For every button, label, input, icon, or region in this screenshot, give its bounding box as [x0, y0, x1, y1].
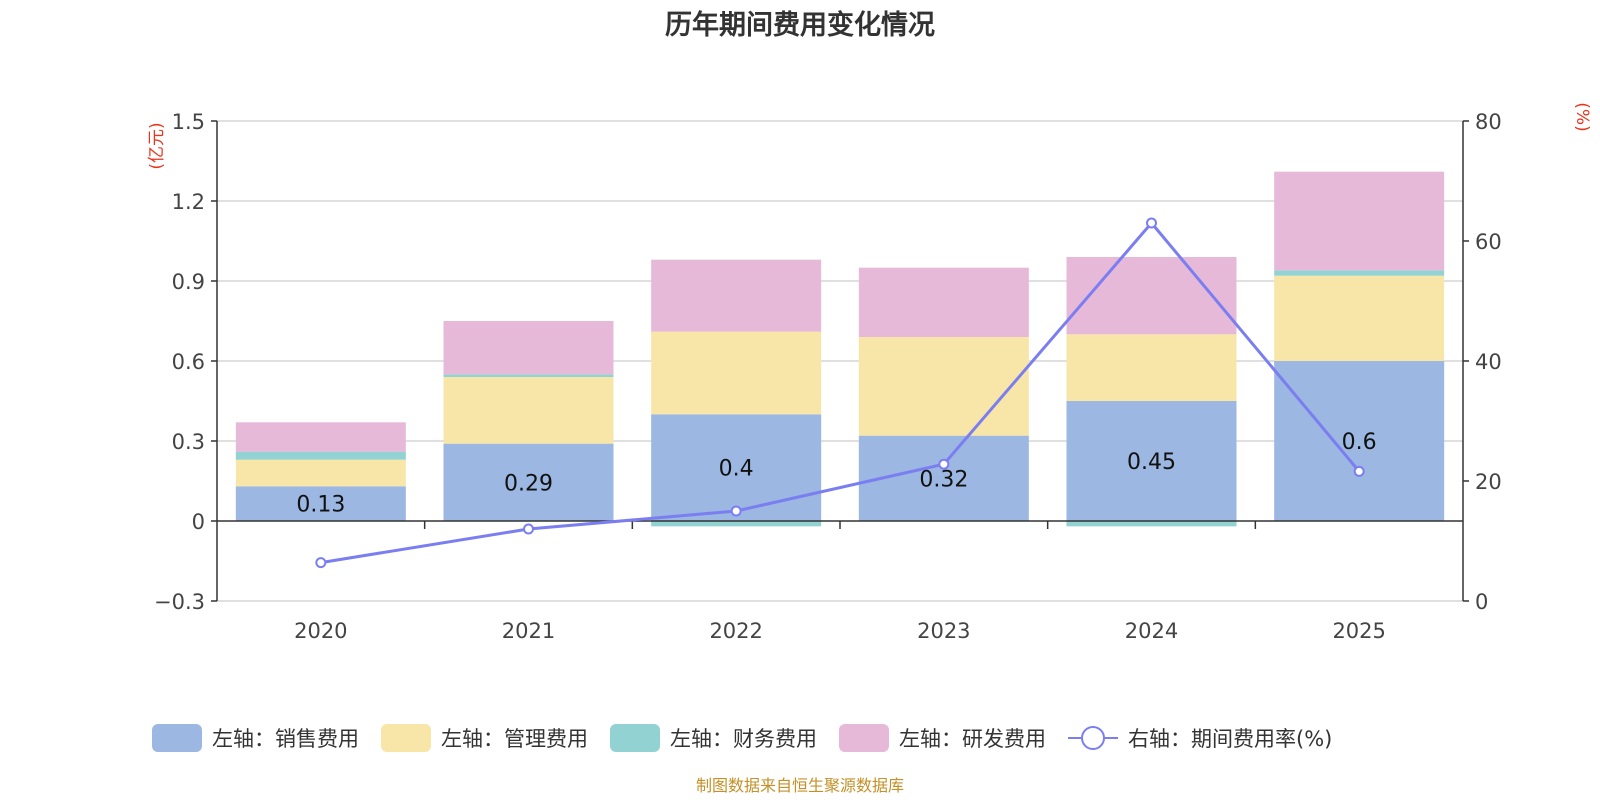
bar-2023-s1 — [858, 337, 1029, 436]
x-tick-label-2025: 2025 — [1332, 619, 1385, 643]
line-series — [315, 217, 1365, 569]
bar-2024-s2 — [1066, 521, 1237, 527]
legend: 左轴：销售费用 左轴：管理费用 左轴：财务费用 左轴：研发费用 右轴：期间费用率(%) — [152, 724, 1332, 752]
x-tick-label-2021: 2021 — [502, 619, 555, 643]
rate-point-2024 — [1146, 217, 1157, 229]
legend-swatch-3 — [839, 724, 889, 752]
rate-point-2023 — [938, 458, 950, 470]
legend-label-0: 左轴：销售费用 — [212, 727, 359, 751]
legend-swatch-0 — [152, 724, 202, 752]
left-tick-label: 1.2 — [172, 190, 205, 214]
gridlines — [217, 120, 1463, 602]
rate-point-2021 — [523, 523, 534, 535]
left-axis-unit: (亿元) — [147, 122, 167, 169]
bar-2021-s0 — [443, 443, 614, 521]
bar-series — [235, 171, 1445, 527]
bar-2024-s1 — [1066, 334, 1237, 401]
bar-2020-s0 — [235, 486, 406, 521]
bar-2022-s3 — [651, 259, 822, 332]
bar-value-label-2024: 0.45 — [1127, 450, 1176, 475]
x-tick-label-2023: 2023 — [917, 619, 970, 643]
x-axis: 2020 2021 2022 2023 2024 2025 — [217, 520, 1463, 643]
bar-2024-s0 — [1066, 401, 1237, 521]
bar-2020-s2 — [235, 451, 406, 460]
right-tick-label: 80 — [1475, 110, 1502, 134]
legend-label-2: 左轴：财务费用 — [670, 727, 817, 751]
bar-2025-s1 — [1274, 275, 1445, 361]
bar-value-label-2023: 0.32 — [919, 467, 968, 492]
right-tick-label: 40 — [1475, 350, 1502, 374]
bar-2022-s1 — [651, 331, 822, 415]
rate-line — [320, 220, 1361, 565]
legend-swatch-2 — [610, 724, 660, 752]
right-axis: 0 20 40 60 80 — [1462, 110, 1502, 614]
bar-value-label-2025: 0.6 — [1342, 430, 1377, 455]
bar-2022-s0 — [651, 414, 822, 521]
bar-2023-s3 — [858, 267, 1029, 337]
bar-value-label-2022: 0.4 — [719, 457, 754, 482]
left-tick-label: 1.5 — [172, 110, 205, 134]
bar-2025-s3 — [1274, 171, 1445, 271]
legend-marker-4 — [1081, 726, 1105, 750]
bar-2025-s2 — [1274, 270, 1445, 276]
bar-2021-s3 — [443, 321, 614, 375]
left-tick-label: 0.9 — [172, 270, 205, 294]
right-axis-unit: (%) — [1572, 102, 1592, 131]
right-tick-label: 20 — [1475, 470, 1502, 494]
rate-point-2022 — [730, 505, 742, 517]
legend-label-4: 右轴：期间费用率(%) — [1128, 727, 1332, 751]
bar-2020-s3 — [235, 422, 406, 452]
x-tick-label-2022: 2022 — [709, 619, 762, 643]
left-tick-label: 0 — [192, 510, 205, 534]
rate-point-2020 — [315, 557, 327, 569]
legend-swatch-1 — [381, 724, 431, 752]
bar-2021-s2 — [443, 374, 614, 377]
bar-value-label-2020: 0.13 — [296, 493, 345, 518]
right-tick-label: 60 — [1475, 230, 1502, 254]
left-tick-label: −0.3 — [154, 590, 205, 614]
rate-point-2025 — [1353, 465, 1365, 477]
bar-2025-s0 — [1274, 361, 1445, 521]
bar-2020-s1 — [235, 459, 406, 487]
bar-value-label-2021: 0.29 — [504, 471, 553, 496]
left-tick-label: 0.3 — [172, 430, 205, 454]
legend-label-3: 左轴：研发费用 — [899, 727, 1046, 751]
x-tick-label-2024: 2024 — [1125, 619, 1178, 643]
left-axis: −0.3 0 0.3 0.6 0.9 1.2 1.5 — [154, 110, 218, 614]
bar-2024-s3 — [1066, 257, 1237, 335]
left-tick-label: 0.6 — [172, 350, 205, 374]
bar-2022-s2 — [651, 521, 822, 527]
bar-value-labels: 0.13 0.29 0.4 0.32 0.45 0.6 — [296, 430, 1376, 518]
footer-source: 制图数据来自恒生聚源数据库 — [696, 776, 904, 795]
legend-label-1: 左轴：管理费用 — [441, 727, 588, 751]
x-tick-label-2020: 2020 — [294, 619, 347, 643]
right-tick-label: 0 — [1475, 590, 1488, 614]
chart-title: 历年期间费用变化情况 — [665, 9, 935, 41]
bar-2021-s1 — [443, 377, 614, 444]
